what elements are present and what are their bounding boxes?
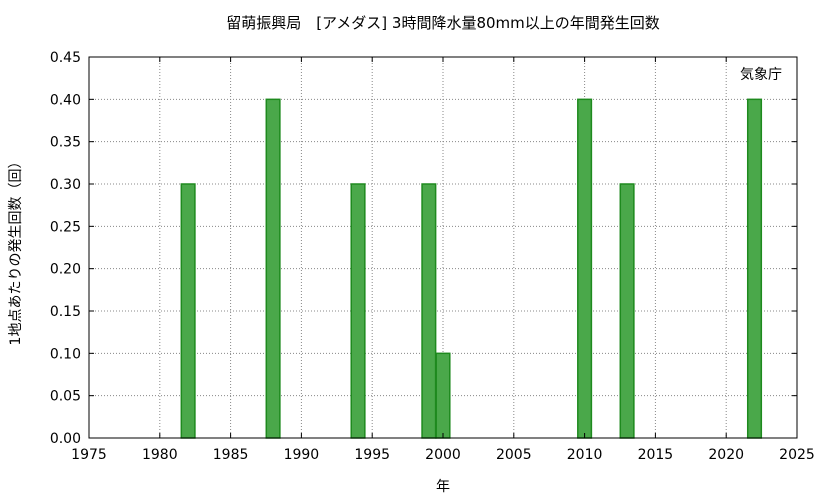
y-axis-ticks: 0.00 0.05 0.10 0.15 0.20 0.25 0.30 0.35 0.40 0.45 — [50, 50, 797, 447]
x-axis-ticks: 1975 1980 1985 1990 1995 2000 2005 2010 2015 2020… — [71, 57, 815, 463]
x-tick-label: 1990 — [284, 447, 320, 463]
bar-1988 — [265, 98, 281, 439]
bar-1982 — [180, 183, 196, 439]
bar-2013 — [619, 183, 635, 439]
y-tick-label: 0.45 — [50, 50, 81, 66]
y-tick-label: 0.25 — [50, 219, 81, 235]
y-axis-label: 1地点あたりの発生回数（回） — [8, 155, 24, 346]
x-tick-label: 1980 — [142, 447, 178, 463]
bar-1994 — [350, 183, 366, 439]
y-tick-label: 0.20 — [50, 262, 81, 278]
x-tick-label: 1975 — [71, 447, 107, 463]
y-tick-label: 0.35 — [50, 135, 81, 151]
bar-2010 — [577, 98, 593, 439]
chart-title: 留萌振興局 [アメダス] 3時間降水量80mm以上の年間発生回数 — [226, 14, 660, 32]
y-tick-label: 0.30 — [50, 177, 81, 193]
x-tick-label: 2020 — [708, 447, 744, 463]
credit-label: 気象庁 — [740, 67, 782, 83]
y-tick-label: 0.05 — [50, 389, 81, 405]
x-tick-label: 2025 — [779, 447, 815, 463]
y-tick-label: 0.40 — [50, 92, 81, 108]
x-tick-label: 2015 — [638, 447, 674, 463]
x-tick-label: 2005 — [496, 447, 532, 463]
x-tick-label: 1995 — [354, 447, 390, 463]
y-tick-label: 0.00 — [50, 431, 81, 447]
x-tick-label: 1985 — [213, 447, 249, 463]
bar-2022 — [746, 98, 763, 439]
x-tick-label: 2010 — [567, 447, 603, 463]
x-tick-label: 2000 — [425, 447, 461, 463]
bar-1999 — [421, 183, 437, 439]
x-axis-label: 年 — [436, 479, 450, 495]
bar-2000 — [435, 352, 451, 439]
y-tick-label: 0.10 — [50, 346, 81, 362]
y-tick-label: 0.15 — [50, 304, 81, 320]
